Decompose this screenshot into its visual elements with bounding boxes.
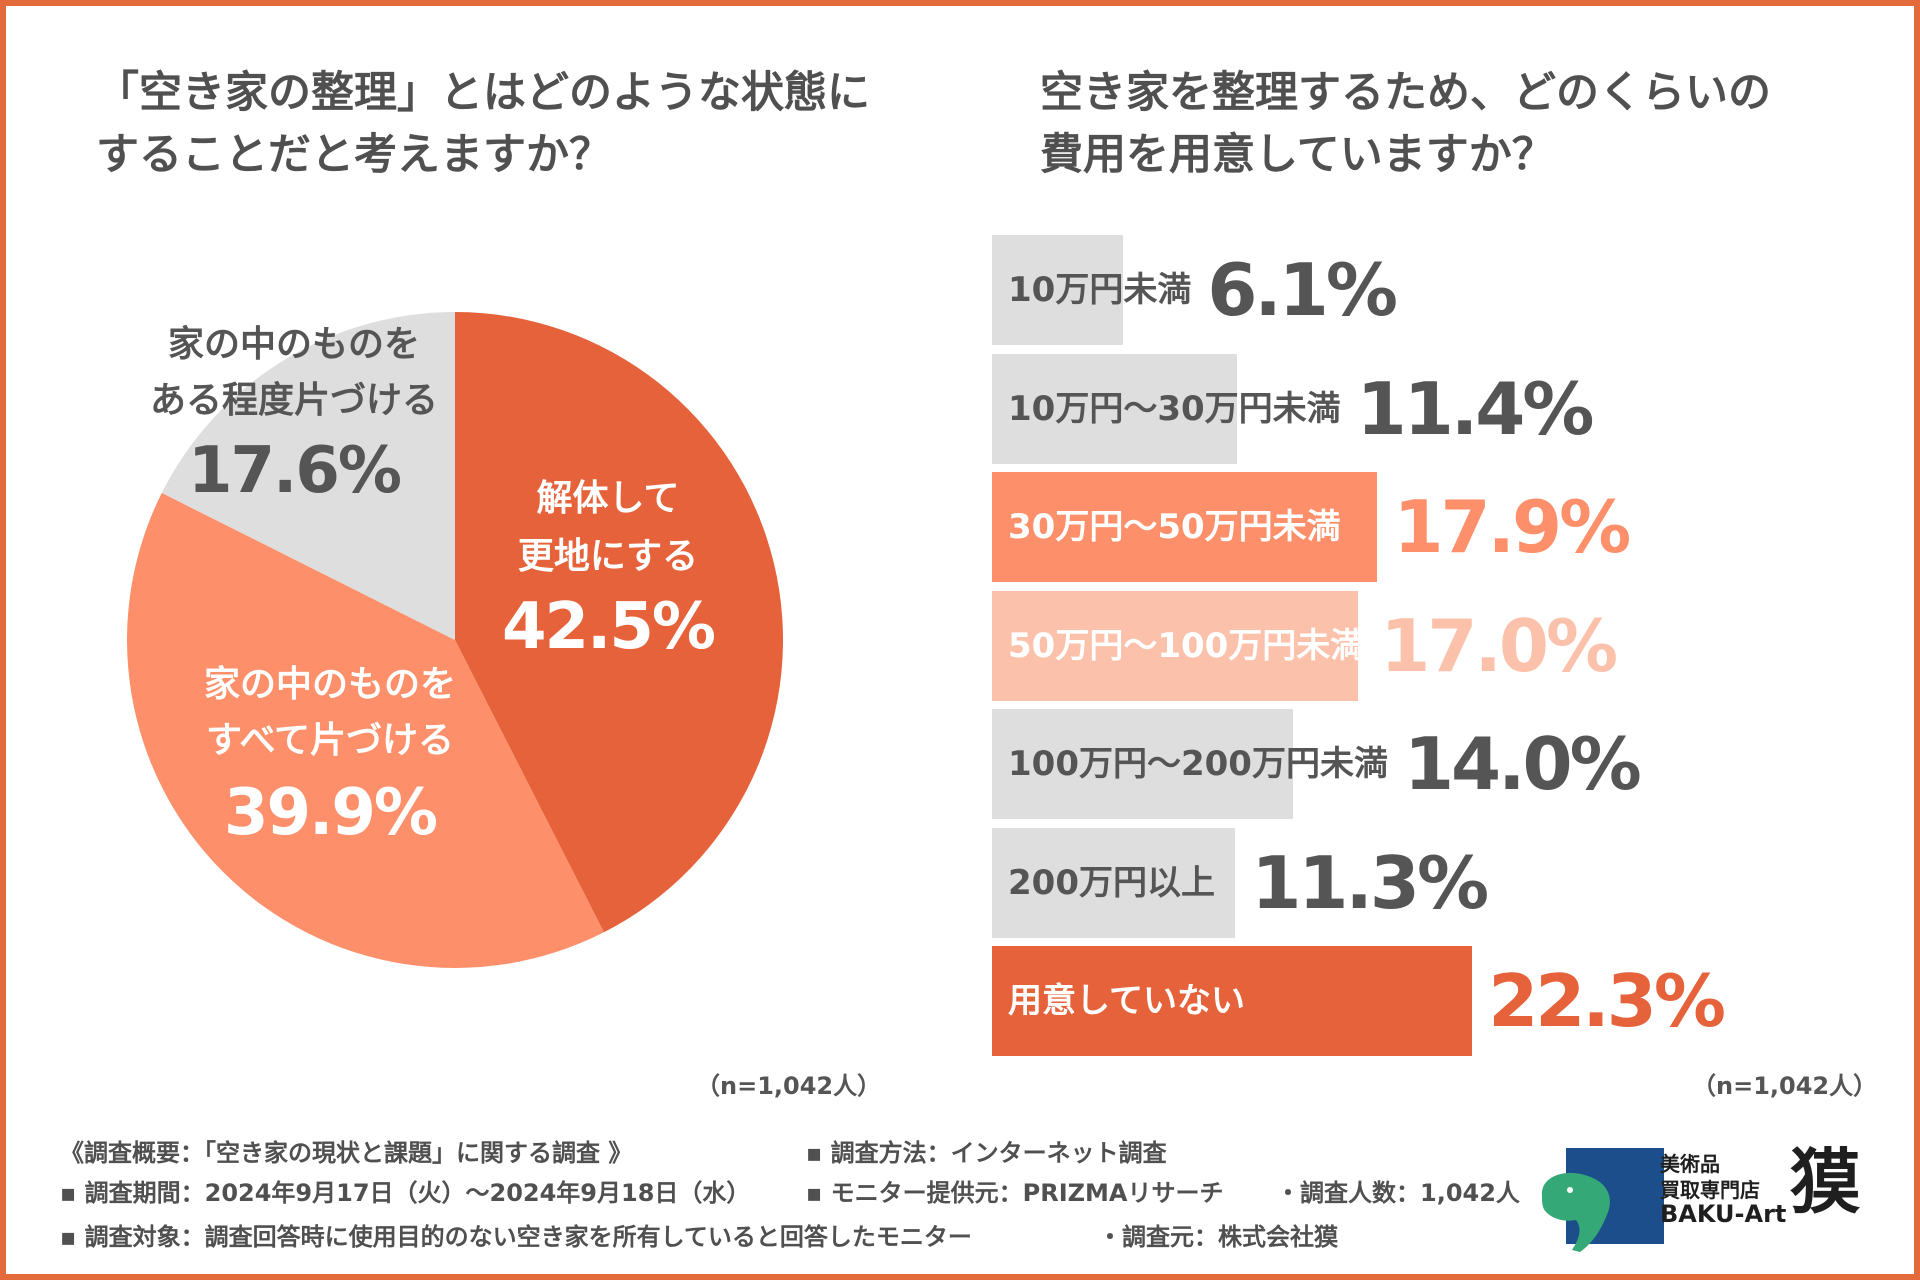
pie-slice bbox=[127, 492, 604, 968]
logo-line-3: BAKU-Art bbox=[1660, 1200, 1787, 1228]
bar bbox=[992, 709, 1294, 819]
bar-label: 用意していない bbox=[1008, 981, 1245, 1021]
bar-value: 14.0% bbox=[1403, 722, 1642, 806]
pie-slice-value: 42.5% bbox=[502, 590, 715, 664]
pie-slice-label-line: ある程度片づける bbox=[150, 380, 438, 421]
bar bbox=[992, 946, 1473, 1056]
bar bbox=[992, 235, 1124, 345]
baku-logo-icon bbox=[1541, 1148, 1664, 1252]
bar-label: 50万円〜100万円未満 bbox=[1008, 625, 1365, 666]
pie-slice bbox=[455, 312, 783, 933]
bar-value: 11.4% bbox=[1356, 366, 1595, 451]
bar-label: 10万円未満 bbox=[1008, 270, 1192, 310]
bar-label: 100万円〜200万円未満 bbox=[1008, 744, 1388, 784]
bar-value: 6.1% bbox=[1207, 248, 1398, 332]
bar-label: 200万円以上 bbox=[1008, 862, 1215, 903]
bar-chart-title: 空き家を整理するため、どのくらいの 費用を用意していますか？ bbox=[1040, 68, 1771, 180]
bar-value: 11.3% bbox=[1251, 840, 1489, 925]
bar-value: 22.3% bbox=[1488, 959, 1726, 1043]
pie-slice-label-line: 家の中のものを bbox=[204, 664, 456, 705]
pie-chart-title: 「空き家の整理」とはどのような状態に することだと考えますか？ bbox=[96, 68, 870, 180]
survey-count: ・調査人数：1,042人 bbox=[1276, 1179, 1520, 1207]
bar bbox=[992, 353, 1238, 464]
pie-slice-value: 17.6% bbox=[188, 434, 401, 508]
bar bbox=[992, 827, 1236, 938]
bar bbox=[992, 472, 1378, 582]
survey-overview: 《調査概要：「空き家の現状と課題」に関する調査 》 bbox=[60, 1139, 633, 1167]
pie-slice-label-line: 家の中のものを bbox=[168, 324, 420, 365]
pie-slice bbox=[161, 312, 455, 640]
logo-kanji: 獏 bbox=[1790, 1141, 1860, 1223]
bar-value: 17.9% bbox=[1393, 485, 1631, 569]
pie-slice-value: 39.9% bbox=[224, 776, 437, 850]
pie-slice-label-line: 解体して bbox=[537, 478, 680, 519]
bar bbox=[992, 590, 1359, 701]
survey-target: ▪ 調査対象：調査回答時に使用目的のない空き家を所有していると回答したモニター bbox=[60, 1223, 972, 1251]
bar-sample-size: （n=1,042人） bbox=[1692, 1072, 1878, 1100]
bar-label: 10万円〜30万円未満 bbox=[1008, 388, 1341, 429]
survey-period: ▪ 調査期間：2024年9月17日（火）〜2024年9月18日（水） bbox=[60, 1179, 751, 1207]
bar-label: 30万円〜50万円未満 bbox=[1008, 507, 1341, 547]
pie-sample-size: （n=1,042人） bbox=[696, 1072, 882, 1100]
bar-value: 17.0% bbox=[1380, 603, 1618, 688]
logo-line-2: 買取専門店 bbox=[1660, 1178, 1760, 1202]
survey-method: ▪ 調査方法：インターネット調査 bbox=[806, 1139, 1167, 1167]
survey-organizer: ・調査元：株式会社獏 bbox=[1098, 1223, 1338, 1251]
pie-slice-label-line: 更地にする bbox=[518, 536, 698, 577]
pie-slice-label-line: すべて片づける bbox=[206, 720, 454, 761]
survey-monitor: ▪ モニター提供元：PRIZMAリサーチ bbox=[806, 1179, 1224, 1207]
logo-line-1: 美術品 bbox=[1660, 1152, 1720, 1176]
